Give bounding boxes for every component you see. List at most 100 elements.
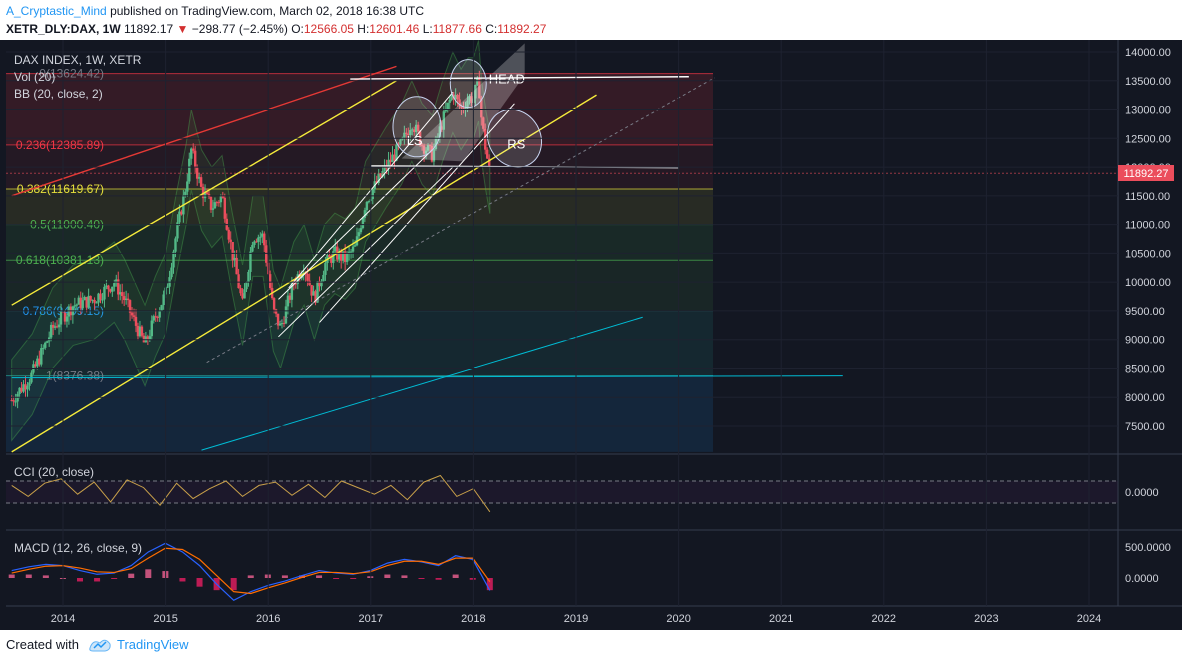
candle-body (245, 282, 248, 290)
candle-body (347, 251, 351, 254)
candle-body (442, 111, 446, 130)
candle-body (34, 364, 37, 367)
down-arrow-icon: ▼ (176, 22, 189, 36)
candle-body (389, 159, 392, 163)
price-axis-panel (1118, 40, 1182, 615)
candle-body (130, 312, 134, 316)
macd-histogram-bar (25, 574, 32, 578)
candle-body (115, 279, 118, 284)
candle-body (257, 237, 260, 242)
macd-histogram-bar (469, 578, 476, 580)
candle-body (294, 283, 298, 285)
fib-zone (6, 224, 713, 261)
candle-body (324, 263, 327, 275)
candle-body (460, 106, 463, 108)
candle-body (215, 202, 219, 204)
candle-body (322, 274, 325, 282)
published-text: published on TradingView.com, March 02, … (110, 4, 425, 18)
candle-body (391, 154, 394, 163)
x-tick-label: 2015 (153, 613, 177, 625)
candle-body (89, 295, 92, 301)
publish-line: A_Cryptastic_Mind published on TradingVi… (6, 4, 424, 18)
x-tick-label: 2019 (564, 613, 588, 625)
tradingview-link[interactable]: TradingView (117, 637, 189, 652)
candle-body (310, 285, 313, 296)
candle-body (186, 181, 189, 192)
candle-body (28, 382, 31, 386)
candle-body (211, 208, 215, 210)
candle-body (138, 326, 142, 337)
candle-body (235, 257, 238, 275)
y-tick-label: 9500.00 (1125, 306, 1165, 318)
author-link[interactable]: A_Cryptastic_Mind (6, 4, 107, 18)
macd-histogram-bar (401, 575, 408, 578)
candle-body (10, 400, 13, 402)
macd-histogram-bar (367, 576, 374, 578)
candle-body (426, 145, 430, 151)
candle-body (261, 233, 264, 237)
candle-body (14, 401, 17, 403)
candle-body (405, 132, 408, 134)
candle-body (124, 298, 128, 301)
macd-histogram-bar (418, 578, 425, 579)
candle-body (12, 400, 15, 402)
candle-body (103, 286, 106, 300)
candle-body (176, 222, 179, 239)
candle-body (478, 77, 481, 99)
candle-body (113, 283, 116, 287)
candle-body (424, 150, 428, 154)
left-shoulder-label: LS (407, 133, 423, 148)
chart-canvas[interactable]: 0(13624.42) 0.236(12385.89) 0.382(11619.67… (0, 40, 1182, 630)
x-tick-label: 2017 (359, 613, 383, 625)
candle-body (36, 358, 39, 367)
macd-histogram-bar (281, 575, 288, 578)
lower-channel-line (11, 94, 597, 453)
candle-body (359, 228, 363, 233)
candle-body (282, 323, 286, 325)
candle-body (57, 324, 61, 328)
fib-zone (6, 188, 713, 225)
head-label: HEAD (489, 72, 525, 87)
candle-body (136, 325, 140, 337)
chart-area[interactable]: 0(13624.42) 0.236(12385.89) 0.382(11619.67… (0, 40, 1182, 630)
candle-body (332, 251, 335, 263)
candle-body (223, 197, 226, 219)
y-tick-label: 13500.00 (1125, 76, 1171, 88)
candle-body (268, 274, 272, 288)
candle-body (487, 158, 491, 166)
candle-body (126, 298, 130, 301)
macd-tick-label: 500.0000 (1125, 542, 1171, 554)
macd-histogram-bar (94, 578, 101, 582)
candle-body (458, 99, 461, 107)
candle-body (482, 117, 485, 129)
candle-body (217, 202, 221, 204)
legend-macd: MACD (12, 26, close, 9) (14, 541, 142, 555)
candle-body (276, 313, 280, 326)
candle-body (22, 384, 25, 392)
candle-body (53, 326, 57, 328)
candle-body (361, 217, 365, 229)
candle-body (73, 305, 77, 307)
y-tick-label: 11000.00 (1125, 220, 1170, 232)
candle-body (81, 300, 84, 309)
candle-body (395, 144, 398, 161)
price-change: −298.77 (−2.45%) (191, 22, 288, 36)
candle-body (413, 129, 416, 133)
chart-header: A_Cryptastic_Mind published on TradingVi… (0, 0, 1182, 40)
candle-body (403, 132, 406, 138)
candle-body (476, 77, 479, 85)
candle-body (464, 108, 467, 110)
candle-body (450, 94, 453, 100)
candle-body (387, 159, 390, 169)
y-tick-label: 11500.00 (1125, 191, 1170, 203)
candle-body (160, 305, 163, 311)
x-tick-label: 2024 (1077, 613, 1101, 625)
candle-body (148, 336, 152, 340)
candle-body (341, 251, 345, 261)
candle-body (38, 358, 41, 365)
candle-body (85, 297, 88, 308)
candle-body (77, 297, 80, 305)
candle-body (120, 292, 124, 297)
candle-body (414, 124, 418, 133)
candle-body (284, 306, 288, 324)
